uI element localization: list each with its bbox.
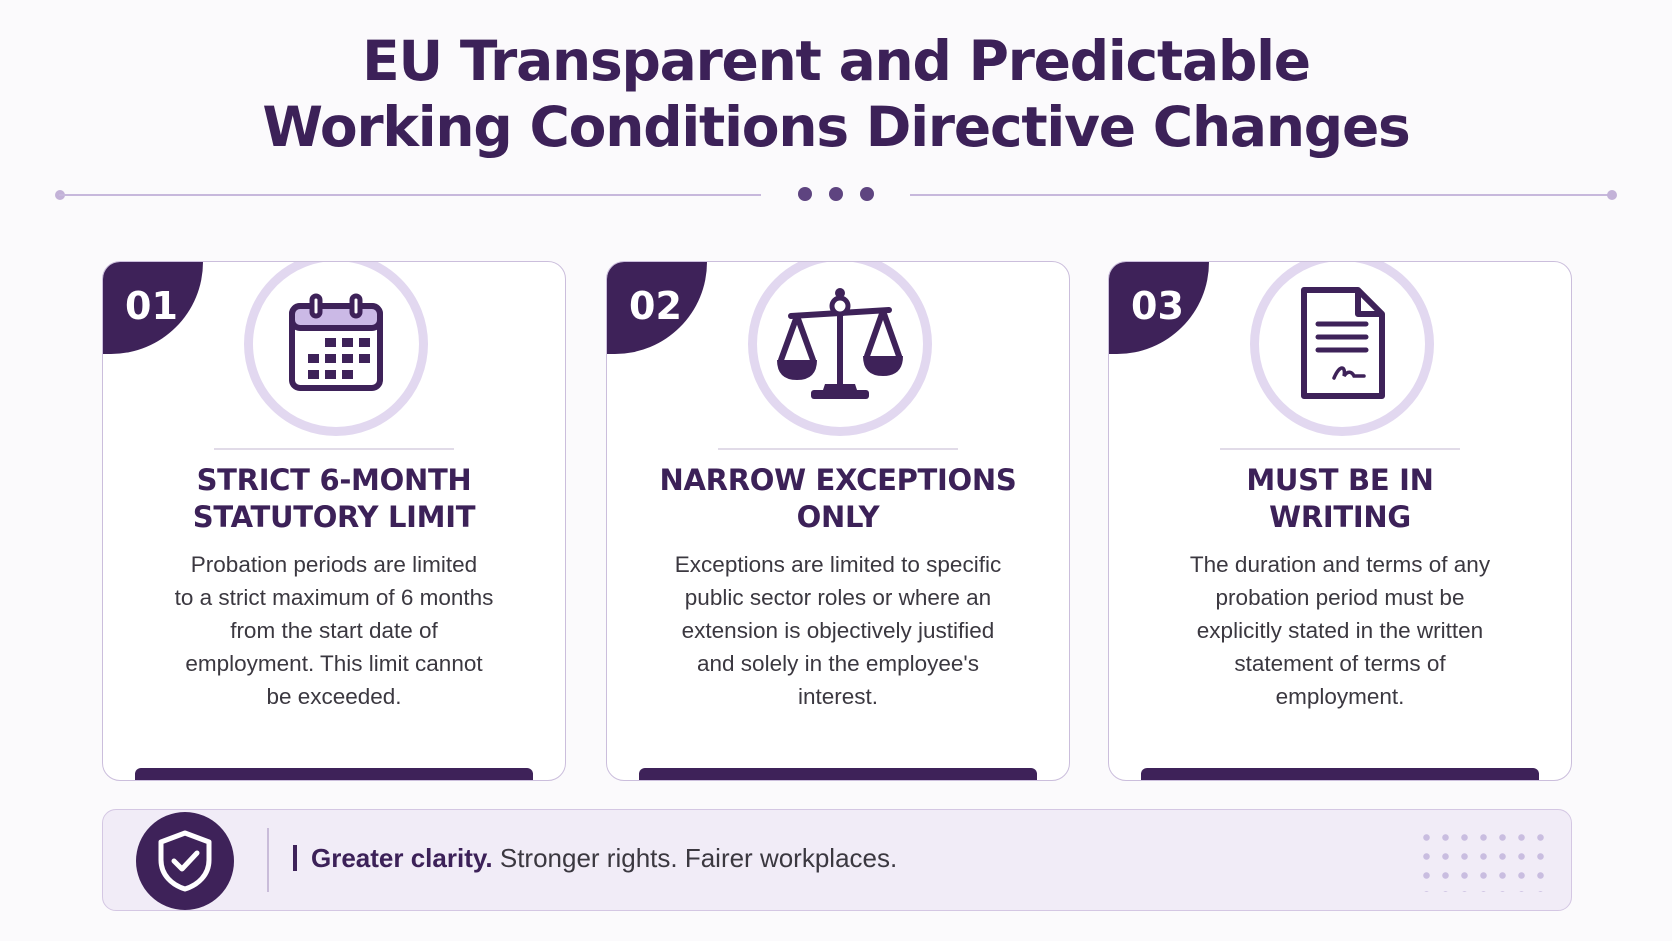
card-strict-limit: 01 STRICT 6-MONTH STATUTORY LIMIT Probat… xyxy=(102,261,566,781)
card-heading-line: ONLY xyxy=(796,500,880,534)
card-heading-line: MUST BE IN xyxy=(1246,463,1434,497)
card-heading: NARROW EXCEPTIONS ONLY xyxy=(627,462,1049,536)
divider-line-left xyxy=(59,194,761,196)
scales-of-justice-icon xyxy=(777,288,903,399)
card-body-line: probation period must be xyxy=(1215,585,1465,610)
card-heading-line: STRICT 6-MONTH xyxy=(196,463,472,497)
divider-dot xyxy=(860,187,874,201)
card-number: 03 xyxy=(1109,262,1209,354)
card-body-line: The duration and terms of any xyxy=(1189,552,1491,577)
card-body-line: statement of terms of xyxy=(1234,651,1446,676)
card-heading: MUST BE IN WRITING xyxy=(1129,462,1551,536)
card-body-line: and solely in the employee's xyxy=(697,651,979,676)
card-body-line: explicitly stated in the written xyxy=(1196,618,1484,643)
card-heading-line: STATUTORY LIMIT xyxy=(192,500,476,534)
card-bottom-bar xyxy=(639,768,1037,780)
calendar-icon xyxy=(289,293,383,391)
card-heading-line: NARROW EXCEPTIONS xyxy=(659,463,1017,497)
card-body-line: from the start date of xyxy=(230,618,438,643)
card-body-line: public sector roles or where an xyxy=(684,585,992,610)
card-number: 01 xyxy=(103,262,203,354)
card-separator xyxy=(718,448,958,450)
card-separator xyxy=(1220,448,1460,450)
icon-ring xyxy=(1250,262,1434,436)
divider-dot xyxy=(829,187,843,201)
card-body: Probation periods are limited to a stric… xyxy=(143,548,525,713)
card-separator xyxy=(214,448,454,450)
tagline-emphasis: Greater clarity. xyxy=(311,843,493,873)
title-line-1: EU Transparent and Predictable xyxy=(362,29,1311,93)
icon-ring xyxy=(748,262,932,436)
card-bottom-bar xyxy=(1141,768,1539,780)
title-line-2: Working Conditions Directive Changes xyxy=(262,95,1410,159)
card-body-line: employment. This limit cannot xyxy=(185,651,483,676)
card-heading: STRICT 6-MONTH STATUTORY LIMIT xyxy=(123,462,545,536)
footer-separator xyxy=(267,828,269,892)
card-must-be-in-writing: 03 MUST BE IN WRITING The duration and t… xyxy=(1108,261,1572,781)
card-body-line: be exceeded. xyxy=(266,684,402,709)
icon-ring xyxy=(244,262,428,436)
footer-badge xyxy=(136,812,234,910)
decorative-dot-grid xyxy=(1417,828,1549,892)
signed-document-icon xyxy=(1301,287,1385,399)
card-body-line: interest. xyxy=(797,684,879,709)
divider-line-right xyxy=(910,194,1613,196)
card-body: The duration and terms of any probation … xyxy=(1149,548,1531,713)
card-body: Exceptions are limited to specific publi… xyxy=(647,548,1029,713)
card-body-line: employment. xyxy=(1275,684,1405,709)
card-body-line: Probation periods are limited xyxy=(190,552,478,577)
divider-endcap-right xyxy=(1607,190,1617,200)
tagline-accent-bar xyxy=(293,845,297,871)
shield-check-icon xyxy=(158,830,212,892)
footer-banner: Greater clarity. Stronger rights. Fairer… xyxy=(102,809,1572,911)
card-body-line: extension is objectively justified xyxy=(681,618,995,643)
page-title: EU Transparent and Predictable Working C… xyxy=(0,28,1672,160)
divider-dot xyxy=(798,187,812,201)
card-body-line: to a strict maximum of 6 months xyxy=(174,585,494,610)
card-heading-line: WRITING xyxy=(1269,500,1411,534)
title-divider xyxy=(55,187,1617,201)
card-body-line: Exceptions are limited to specific xyxy=(674,552,1002,577)
card-number: 02 xyxy=(607,262,707,354)
card-narrow-exceptions: 02 NARROW EXCEPTIONS ONLY Exceptions are… xyxy=(606,261,1070,781)
card-bottom-bar xyxy=(135,768,533,780)
tagline-rest: Stronger rights. Fairer workplaces. xyxy=(492,843,898,873)
footer-tagline: Greater clarity. Stronger rights. Fairer… xyxy=(293,843,897,874)
